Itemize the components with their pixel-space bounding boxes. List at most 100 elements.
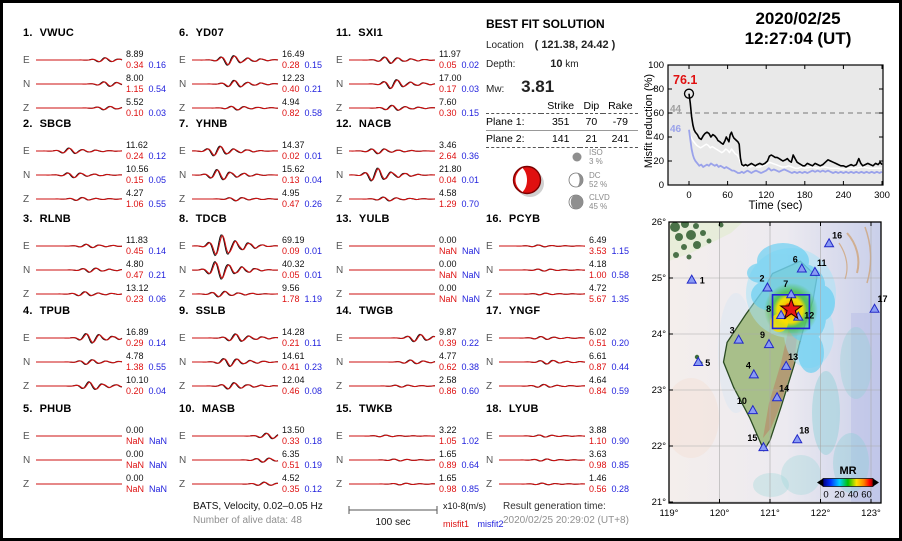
waveform-trace	[36, 483, 122, 485]
waveform-trace	[349, 245, 435, 247]
waveform-trace	[348, 167, 436, 182]
misfit-xlabel: Time (sec)	[749, 200, 803, 212]
col-dip: Dip	[580, 99, 603, 114]
waveform-row-N: N 6.61 0.87 0.44	[486, 349, 629, 375]
station-name: 18. LYUB	[486, 403, 539, 415]
waveform-row-N: N 1.65 0.89 0.64	[336, 447, 479, 473]
map-station-5: 5	[692, 356, 710, 368]
map-station-14: 14	[771, 383, 789, 402]
station-name: 16. PCYB	[486, 213, 541, 225]
location-value: ( 121.38, 24.42 )	[534, 39, 616, 51]
event-datetime: 2020/02/25 12:27:04 (UT)	[703, 9, 893, 49]
event-date: 2020/02/25	[755, 9, 841, 28]
svg-text:5: 5	[705, 358, 710, 368]
waveform-row-Z: Z 4.94 0.82 0.58	[179, 95, 322, 121]
waveform-row-E: E 0.00 NaN NaN	[23, 423, 167, 449]
waveform-trace	[192, 55, 279, 66]
map-station-11: 11	[809, 258, 826, 276]
waveform-row-E: E 0.00 NaN NaN	[336, 233, 480, 259]
component-label: Z	[23, 478, 30, 490]
component-label: Z	[179, 102, 186, 114]
waveform-values: 13.50 0.33 0.18	[282, 425, 323, 446]
dc-row: DC 52 %	[567, 171, 607, 189]
misfit1-label: misfit1	[443, 519, 470, 529]
waveform-values: 7.60 0.30 0.15	[439, 97, 480, 118]
waveform-values: 3.63 0.98 0.85	[589, 449, 630, 470]
station-name: 8. TDCB	[179, 213, 227, 225]
lon-tick-label: 119°	[660, 508, 679, 519]
waveform-row-Z: Z 2.58 0.86 0.60	[336, 373, 479, 399]
waveform-trace	[349, 196, 436, 202]
waveform-row-N: N 3.63 0.98 0.85	[486, 447, 629, 473]
svg-text:17: 17	[878, 294, 888, 304]
waveform-trace	[348, 148, 436, 155]
component-label: E	[336, 145, 343, 157]
dc-icon	[568, 172, 584, 188]
waveform-row-N: N 0.00 NaN NaN	[23, 447, 167, 473]
waveform-trace	[192, 197, 279, 202]
waveform-trace	[36, 243, 123, 249]
component-label: Z	[486, 380, 493, 392]
waveform-values: 11.62 0.24 0.12	[126, 140, 167, 161]
waveform-row-Z: Z 10.10 0.20 0.04	[23, 373, 166, 399]
plot-frame	[667, 64, 884, 186]
waveform-values: 11.83 0.45 0.14	[126, 235, 167, 256]
misfit-series-best	[688, 93, 883, 168]
svg-text:120: 120	[758, 190, 774, 201]
station-block-TDCB: 8. TDCB E 69.19 0.09 0.01 N 40.32 0.05 0.01 Z 9.56 1…	[179, 213, 331, 305]
waveform-trace	[349, 458, 436, 462]
map-station-13: 13	[780, 352, 798, 370]
station-name: 1. VWUC	[23, 27, 74, 39]
map-station-17: 17	[869, 294, 888, 313]
waveform-values: 2.58 0.86 0.60	[439, 375, 480, 396]
map-axis-labels: 119° 120° 121° 122° 123° 26° 25° 24° 23° 22° 21°	[652, 217, 881, 519]
colorbar-gradient	[822, 478, 874, 487]
waveform-trace	[192, 358, 279, 368]
clvd-pct: 45 %	[589, 202, 608, 211]
station-block-YULB: 13. YULB E 0.00 NaN NaN N 0.00 NaN NaN Z 0.00 NaN NaN	[336, 213, 488, 305]
waveform-row-E: E 69.19 0.09 0.01	[179, 233, 322, 259]
component-label: Z	[486, 478, 493, 490]
station-block-PCYB: 16. PCYB E 6.49 3.53 1.15 N 4.18 1.00 0.58 Z 4.72 5.…	[486, 213, 638, 305]
depth-unit: km	[565, 59, 579, 70]
waveform-values: 11.97 0.05 0.02	[439, 49, 480, 70]
waveform-trace	[192, 333, 279, 342]
svg-text:0: 0	[659, 180, 664, 191]
waveform-row-N: N 12.23 0.40 0.21	[179, 71, 322, 97]
component-label: N	[179, 264, 187, 276]
waveform-row-N: N 6.35 0.51 0.19	[179, 447, 322, 473]
waveform-values: 16.89 0.29 0.14	[126, 327, 167, 348]
waveform-trace	[36, 459, 122, 461]
waveform-row-E: E 9.87 0.39 0.22	[336, 325, 479, 351]
epicenter-star	[779, 296, 804, 320]
svg-text:60: 60	[722, 190, 733, 201]
depth-label: Depth:	[486, 59, 516, 70]
component-label: E	[179, 332, 186, 344]
component-label: N	[336, 356, 344, 368]
component-label: Z	[179, 193, 186, 205]
lon-tick-label: 123°	[861, 508, 881, 519]
station-name: 13. YULB	[336, 213, 390, 225]
component-label: N	[179, 356, 187, 368]
component-label: N	[486, 264, 494, 276]
waveform-trace	[36, 332, 123, 344]
waveform-values: 1.46 0.56 0.28	[589, 473, 630, 494]
waveform-values: 12.04 0.46 0.08	[282, 375, 323, 396]
map-basemap	[669, 222, 881, 503]
waveform-values: 4.18 1.00 0.58	[589, 259, 630, 280]
waveform-row-Z: Z 4.58 1.29 0.70	[336, 186, 479, 212]
best-fit-panel: BEST FIT SOLUTION Location ( 121.38, 24.…	[486, 17, 644, 148]
waveform-row-Z: Z 4.27 1.06 0.55	[23, 186, 166, 212]
alive-data-count: Number of alive data: 48	[193, 515, 302, 526]
svg-text:40: 40	[653, 132, 664, 143]
waveform-trace	[36, 291, 123, 297]
station-block-LYUB: 18. LYUB E 3.88 1.10 0.90 N 3.63 0.98 0.85 Z 1.46 0.…	[486, 403, 638, 495]
waveform-trace	[349, 104, 436, 111]
component-label: Z	[23, 102, 30, 114]
waveform-trace	[36, 57, 123, 63]
waveform-values: 4.27 1.06 0.55	[126, 188, 167, 209]
lat-tick-label: 22°	[652, 441, 667, 452]
station-block-TWKB: 15. TWKB E 3.22 1.05 1.02 N 1.65 0.89 0.64 Z 1.65 0.…	[336, 403, 488, 495]
svg-text:20: 20	[653, 156, 664, 167]
